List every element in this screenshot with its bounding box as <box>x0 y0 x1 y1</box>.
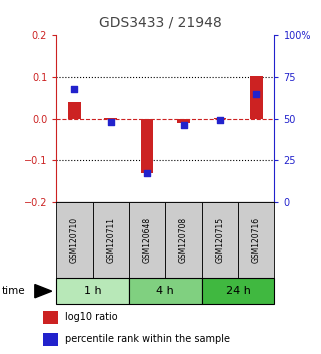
Bar <box>250 76 263 119</box>
Text: percentile rank within the sample: percentile rank within the sample <box>65 335 230 344</box>
Point <box>72 86 77 91</box>
Text: GSM120648: GSM120648 <box>143 217 152 263</box>
Point <box>217 118 222 123</box>
Text: 24 h: 24 h <box>226 286 250 296</box>
Text: time: time <box>2 286 25 296</box>
Text: GSM120711: GSM120711 <box>106 217 115 263</box>
Bar <box>68 102 81 119</box>
Bar <box>238 202 274 278</box>
Bar <box>43 333 58 346</box>
Bar <box>165 202 202 278</box>
Bar <box>129 202 165 278</box>
Text: GSM120710: GSM120710 <box>70 217 79 263</box>
Polygon shape <box>35 285 52 298</box>
Point <box>144 171 150 176</box>
Text: GSM120715: GSM120715 <box>215 217 224 263</box>
Text: 4 h: 4 h <box>156 286 174 296</box>
Text: log10 ratio: log10 ratio <box>65 312 118 322</box>
Bar <box>129 278 202 304</box>
Text: 1 h: 1 h <box>84 286 101 296</box>
Point <box>254 91 259 96</box>
Bar <box>177 119 190 123</box>
Bar <box>202 278 274 304</box>
Bar <box>202 202 238 278</box>
Bar <box>56 202 92 278</box>
Bar <box>104 118 117 119</box>
Bar <box>141 119 153 173</box>
Bar <box>56 278 129 304</box>
Bar <box>92 202 129 278</box>
Bar <box>213 118 226 119</box>
Point <box>108 119 113 125</box>
Text: GSM120716: GSM120716 <box>252 217 261 263</box>
Text: GSM120708: GSM120708 <box>179 217 188 263</box>
Point <box>181 122 186 128</box>
Text: GDS3433 / 21948: GDS3433 / 21948 <box>99 16 222 30</box>
Bar <box>43 311 58 324</box>
